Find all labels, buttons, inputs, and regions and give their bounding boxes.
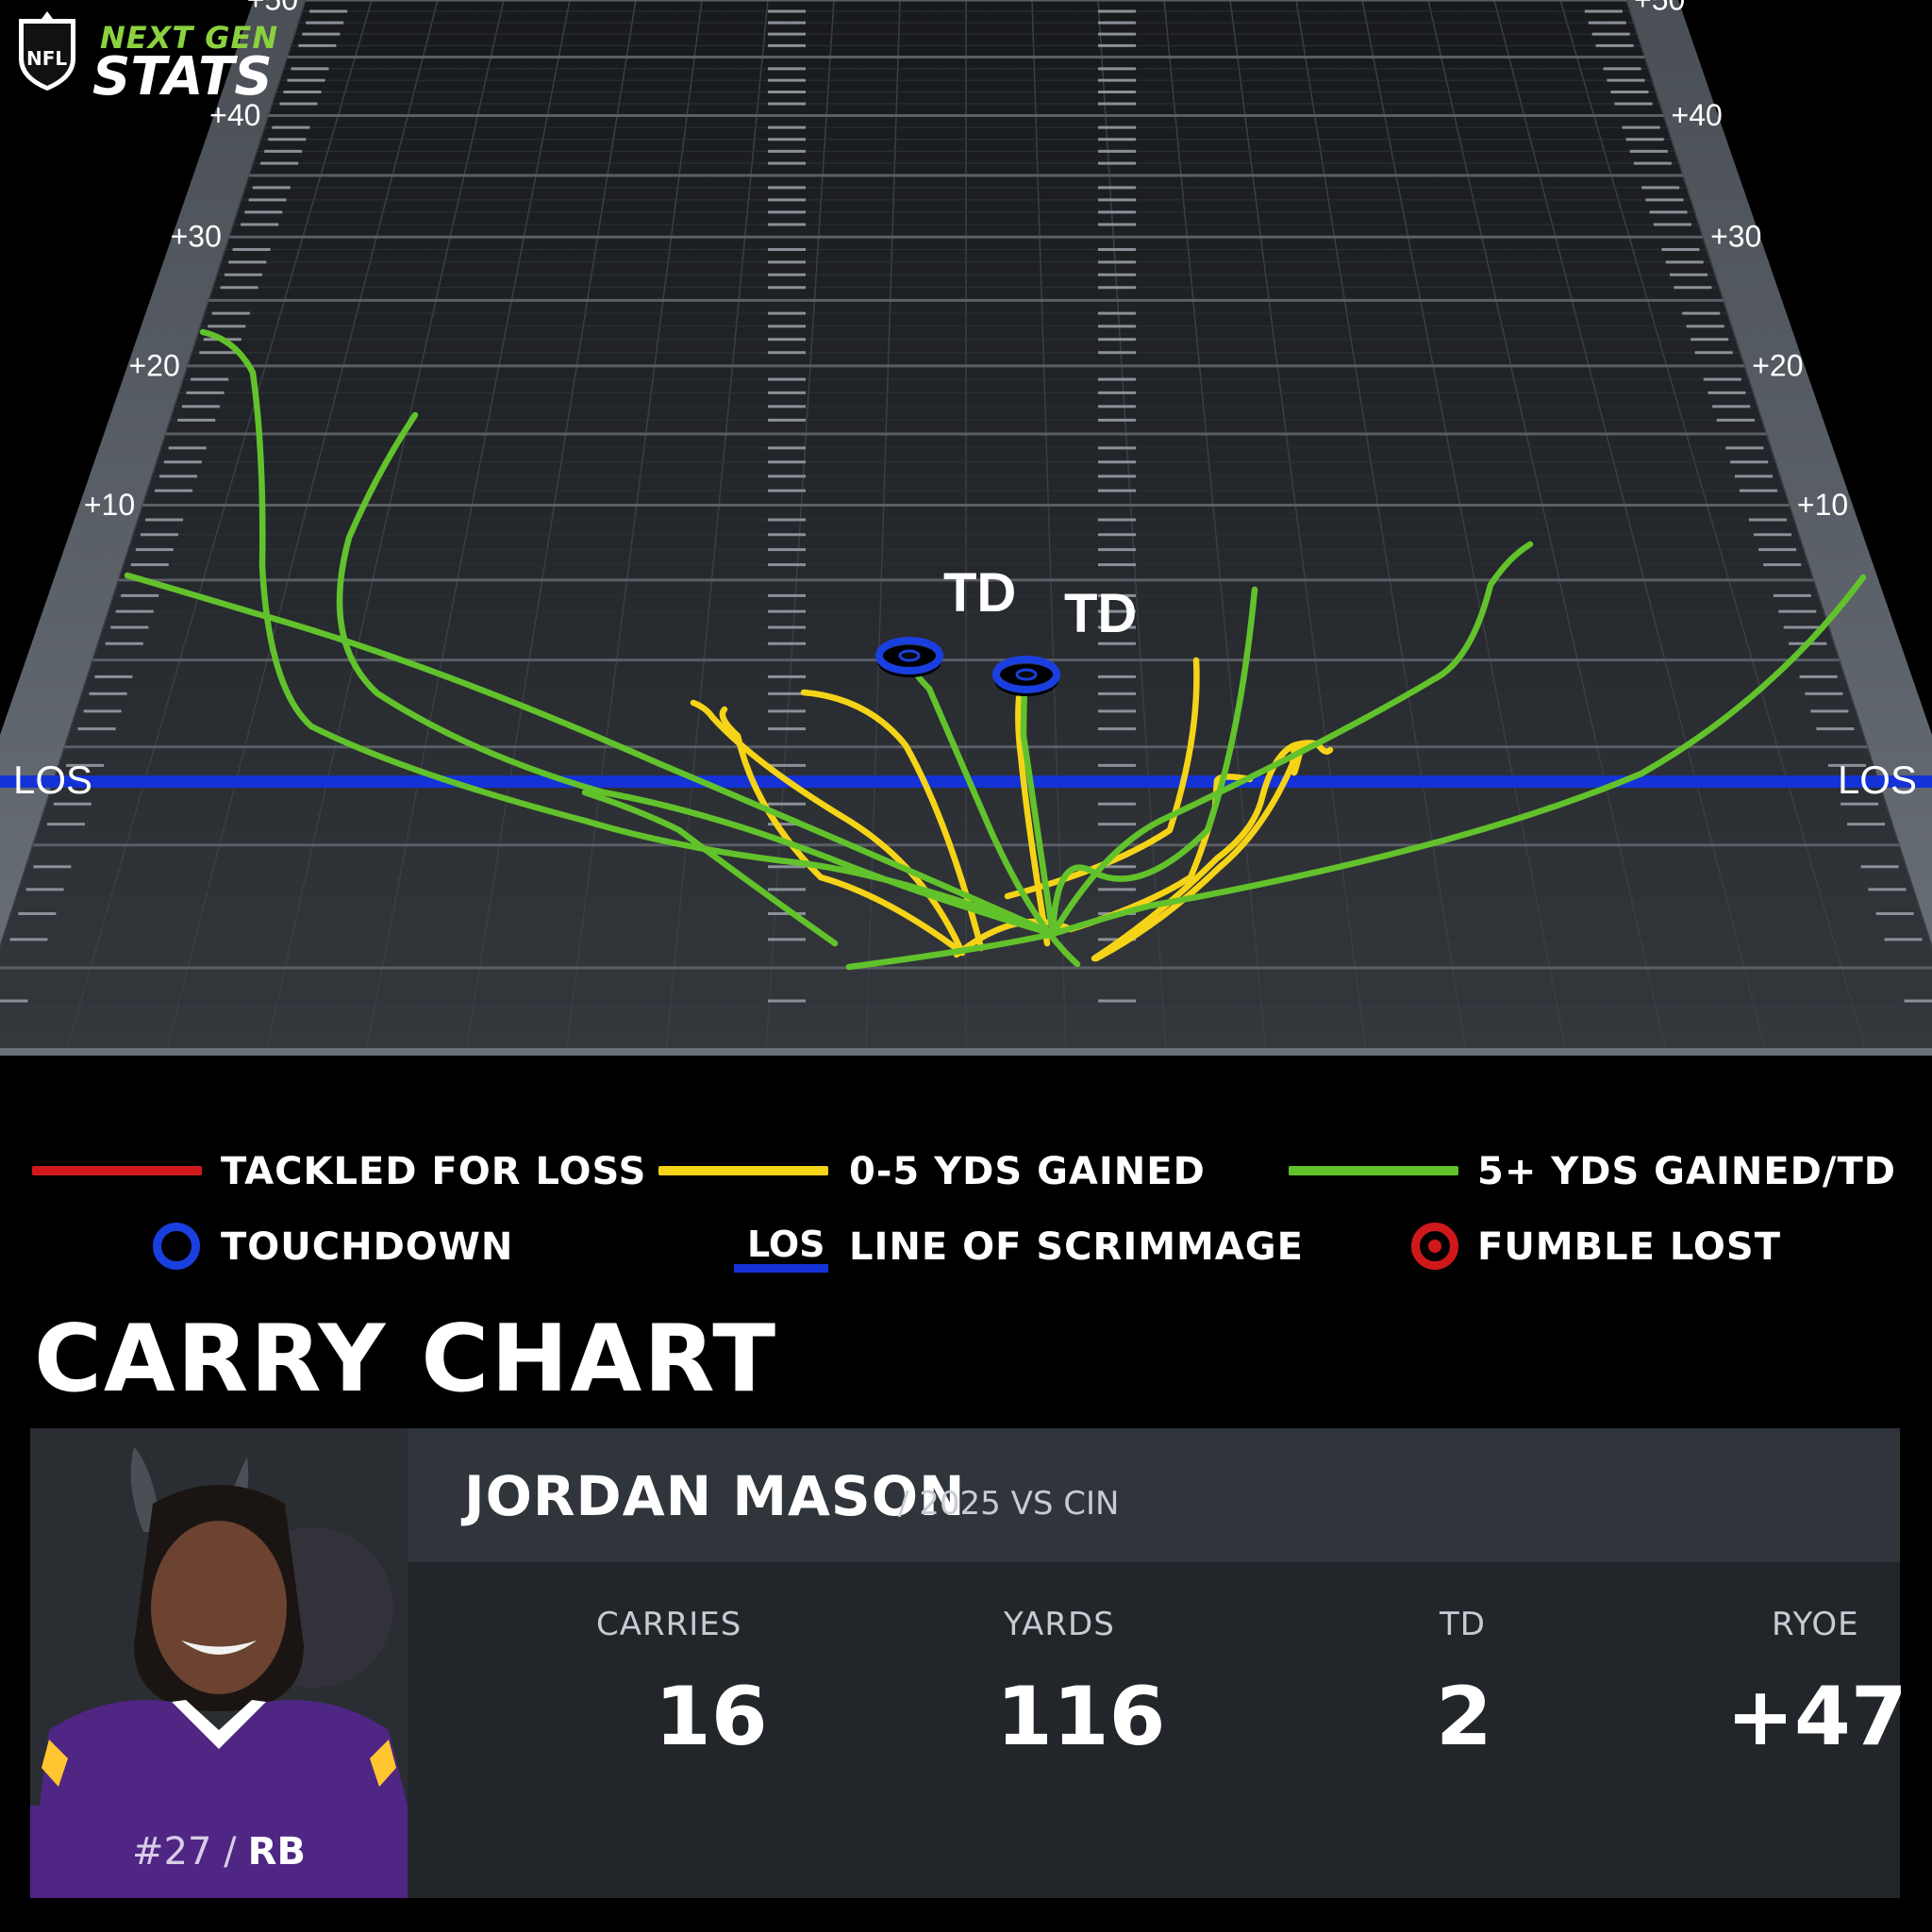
legend-label-touchdown: TOUCHDOWN — [221, 1225, 514, 1269]
run-path-long-8 — [845, 574, 1867, 971]
chart-title: CARRY CHART — [34, 1306, 778, 1413]
legend-touchdown: TOUCHDOWN — [151, 1219, 604, 1275]
field-chart: +50 +50 +40 +40 +30 +30 +20 +20 +10 +10 LOS LOS T… — [0, 0, 1932, 1056]
nfl-shield-text: NFL — [26, 47, 68, 70]
yard-marker-right: +50 — [1634, 0, 1685, 16]
touchdown-marker-center — [1015, 668, 1038, 681]
legend-line-of-scrimmage: LOS LINE OF SCRIMMAGE — [734, 1219, 1303, 1275]
los-label-right: LOS — [1838, 758, 1917, 802]
stat-value-yards: 116 — [996, 1670, 1166, 1764]
line-of-scrimmage — [0, 775, 1932, 788]
yard-markers: +50 +50 +40 +40 +30 +30 +20 +20 +10 +10 — [84, 0, 1848, 522]
stat-value-carries: 16 — [655, 1670, 768, 1764]
run-path-long-10 — [1049, 586, 1258, 938]
los-badge-underline — [734, 1264, 828, 1273]
logo-stats: STATS — [92, 46, 273, 108]
yard-marker-left: +50 — [247, 0, 298, 16]
run-path-long-11 — [1049, 541, 1534, 938]
legend-label-long: 5+ YDS GAINED/TD — [1477, 1150, 1896, 1193]
player-name-bar: JORDAN MASON / 2025 VS CIN — [408, 1428, 1900, 1562]
stat-label-ryoe: RYOE — [1772, 1606, 1859, 1643]
legend-long-gain: 5+ YDS GAINED/TD — [1289, 1143, 1902, 1200]
los-badge: LOS — [747, 1224, 825, 1265]
legend-label-los: LINE OF SCRIMMAGE — [849, 1225, 1304, 1269]
run-path-long-14 — [124, 572, 1057, 938]
player-position: RB — [247, 1830, 306, 1874]
player-panel: #27 / RB JORDAN MASON / 2025 VS CIN CARR… — [30, 1428, 1907, 1898]
run-path-long-15 — [199, 328, 1057, 938]
stat-label-td: TD — [1440, 1606, 1486, 1643]
touchdown-markers: TD TD — [875, 562, 1137, 696]
logo-next-gen: NEXT GEN — [100, 20, 279, 56]
legend-label-short: 0-5 YDS GAINED — [849, 1150, 1206, 1193]
run-path-long-13 — [336, 411, 1057, 938]
stat-label-yards: YARDS — [1004, 1606, 1115, 1643]
player-name: JORDAN MASON — [464, 1464, 966, 1528]
los-label-left: LOS — [13, 758, 92, 802]
run-path-short-2 — [1004, 657, 1200, 900]
nfl-shield-icon — [19, 11, 75, 91]
touchdown-marker — [875, 637, 943, 675]
player-photo: #27 / RB — [30, 1428, 408, 1898]
stat-value-ryoe: +47 — [1726, 1670, 1907, 1764]
field-grid — [0, 0, 1932, 1056]
touchdown-label: TD — [1064, 583, 1137, 644]
legend-swatch-short — [658, 1166, 828, 1175]
touchdown-marker-center — [898, 649, 921, 662]
yard-marker-left: +10 — [84, 488, 135, 522]
fumble-icon-dot — [1428, 1240, 1441, 1253]
run-path-long-9 — [1020, 685, 1057, 938]
legend-fumble-lost: FUMBLE LOST — [1409, 1219, 1806, 1275]
next-gen-stats-logo: NFL NEXT GEN STATS — [13, 9, 287, 104]
stat-label-carries: CARRIES — [596, 1606, 742, 1643]
touchdown-marker — [992, 656, 1060, 693]
yard-marker-right: +10 — [1797, 488, 1848, 522]
run-path-short-3 — [800, 689, 985, 952]
touchdown-label: TD — [943, 562, 1016, 624]
yard-marker-right: +30 — [1710, 220, 1761, 254]
yard-marker-right: +40 — [1672, 98, 1723, 132]
legend-swatch-loss — [32, 1166, 202, 1175]
player-game-info: / 2025 VS CIN — [898, 1485, 1120, 1523]
yard-marker-left: +40 — [209, 98, 260, 132]
legend-short-gain: 0-5 YDS GAINED — [658, 1143, 1262, 1200]
run-path-long-16 — [581, 789, 839, 947]
yard-marker-right: +20 — [1752, 348, 1803, 382]
run-paths — [124, 328, 1867, 971]
run-path-short-6 — [1015, 694, 1051, 947]
jersey-number: #27 / — [132, 1830, 237, 1874]
run-path-long-12 — [913, 671, 1081, 968]
legend-label-fumble: FUMBLE LOST — [1477, 1225, 1781, 1269]
run-path-short-5 — [719, 706, 966, 957]
yard-marker-left: +30 — [171, 220, 222, 254]
legend-label-loss: TACKLED FOR LOSS — [221, 1150, 647, 1193]
legend-swatch-long — [1289, 1166, 1458, 1175]
player-headshot-icon — [40, 1447, 408, 1806]
yard-marker-left: +20 — [128, 348, 179, 382]
legend-tackled-for-loss: TACKLED FOR LOSS — [32, 1143, 645, 1200]
stat-value-td: 2 — [1436, 1670, 1492, 1764]
touchdown-icon — [153, 1223, 200, 1270]
jersey-bar: #27 / RB — [30, 1806, 408, 1898]
